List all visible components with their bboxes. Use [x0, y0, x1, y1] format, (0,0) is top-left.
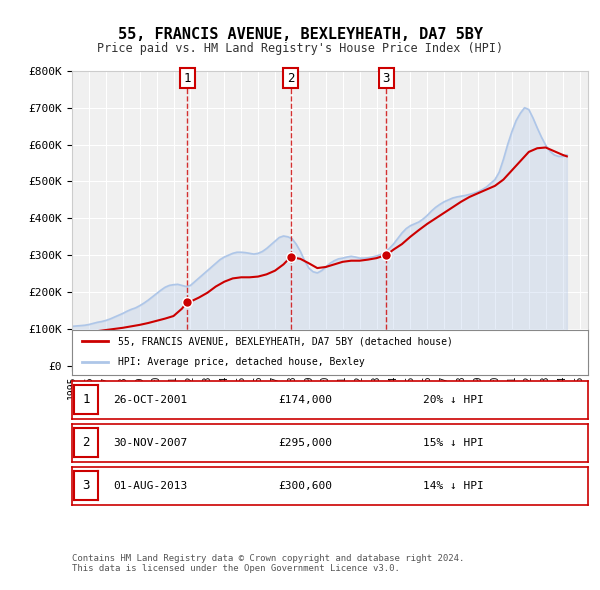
Text: 14% ↓ HPI: 14% ↓ HPI	[423, 481, 484, 491]
Text: Price paid vs. HM Land Registry's House Price Index (HPI): Price paid vs. HM Land Registry's House …	[97, 42, 503, 55]
Text: 30-NOV-2007: 30-NOV-2007	[113, 438, 188, 448]
Text: 55, FRANCIS AVENUE, BEXLEYHEATH, DA7 5BY (detached house): 55, FRANCIS AVENUE, BEXLEYHEATH, DA7 5BY…	[118, 336, 454, 346]
Text: 20% ↓ HPI: 20% ↓ HPI	[423, 395, 484, 405]
Text: 15% ↓ HPI: 15% ↓ HPI	[423, 438, 484, 448]
Text: 3: 3	[82, 479, 89, 493]
Text: £174,000: £174,000	[278, 395, 332, 405]
Text: £295,000: £295,000	[278, 438, 332, 448]
Text: 1: 1	[82, 393, 89, 407]
Text: Contains HM Land Registry data © Crown copyright and database right 2024.
This d: Contains HM Land Registry data © Crown c…	[72, 554, 464, 573]
Text: 01-AUG-2013: 01-AUG-2013	[113, 481, 188, 491]
Text: £300,600: £300,600	[278, 481, 332, 491]
Text: 26-OCT-2001: 26-OCT-2001	[113, 395, 188, 405]
Text: 2: 2	[287, 71, 295, 85]
Text: HPI: Average price, detached house, Bexley: HPI: Average price, detached house, Bexl…	[118, 358, 365, 367]
Text: 55, FRANCIS AVENUE, BEXLEYHEATH, DA7 5BY: 55, FRANCIS AVENUE, BEXLEYHEATH, DA7 5BY	[118, 27, 482, 41]
Text: 2: 2	[82, 436, 89, 450]
Text: 1: 1	[184, 71, 191, 85]
Text: 3: 3	[383, 71, 390, 85]
